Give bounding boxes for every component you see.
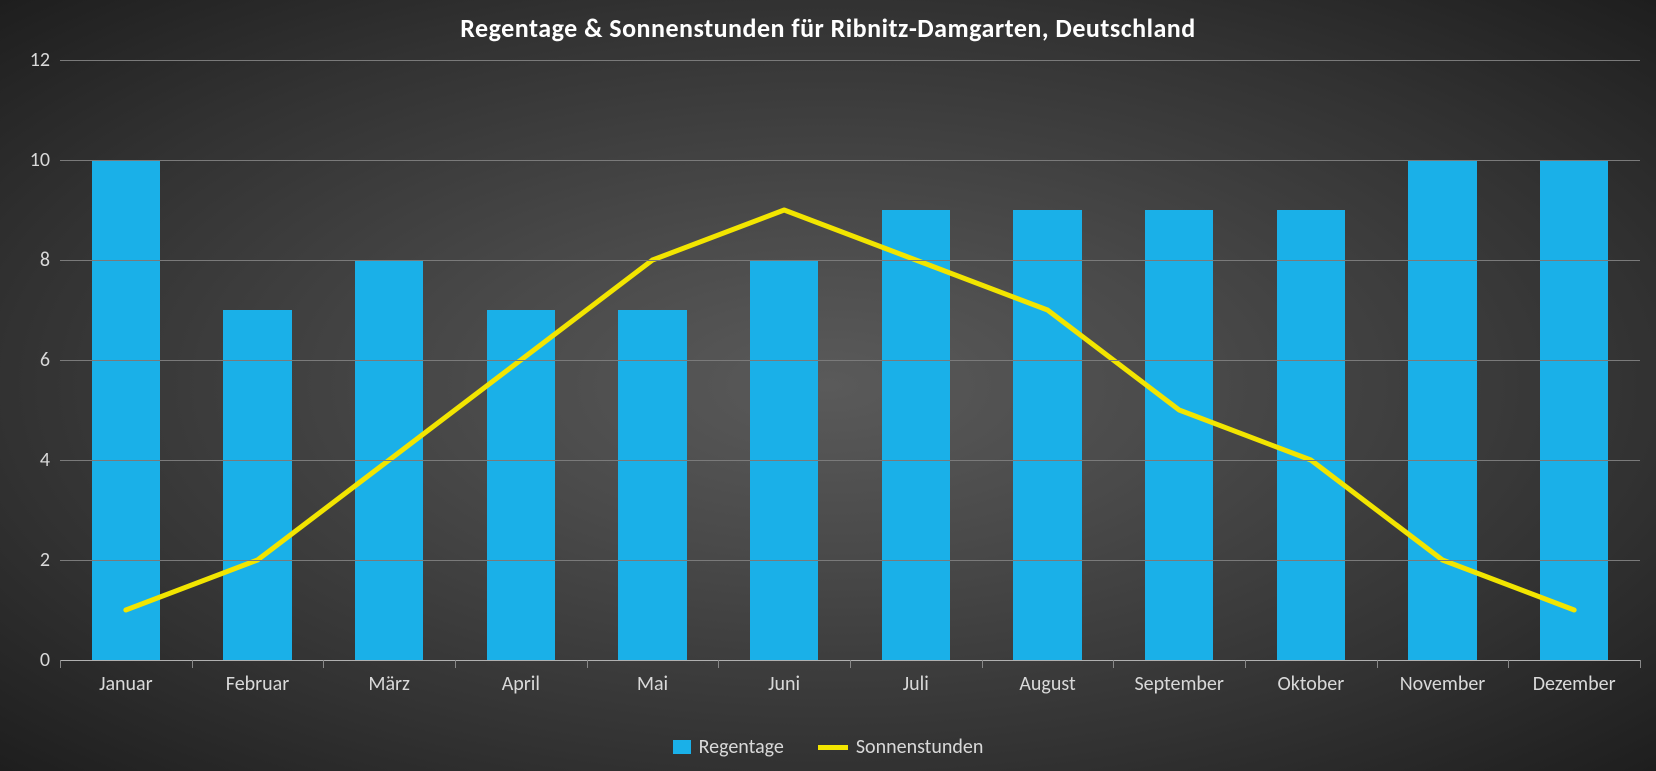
x-axis-label: September xyxy=(1134,672,1223,696)
gridline xyxy=(60,160,1640,161)
x-tick xyxy=(982,660,983,668)
gridline xyxy=(60,60,1640,61)
y-tick-label: 12 xyxy=(30,48,50,72)
gridline xyxy=(60,460,1640,461)
x-axis-label: April xyxy=(502,672,540,696)
x-axis-label: Juli xyxy=(903,672,929,696)
legend-label-bars: Regentage xyxy=(699,735,784,759)
x-axis-label: Januar xyxy=(99,672,153,696)
x-tick xyxy=(192,660,193,668)
x-tick xyxy=(1377,660,1378,668)
y-tick-label: 4 xyxy=(40,448,50,472)
plot-area: 024681012JanuarFebruarMärzAprilMaiJuniJu… xyxy=(60,60,1640,660)
y-tick-label: 10 xyxy=(30,148,50,172)
gridline xyxy=(60,360,1640,361)
x-tick xyxy=(587,660,588,668)
line-series xyxy=(126,210,1574,610)
legend-label-line: Sonnenstunden xyxy=(856,735,984,759)
x-axis-label: Oktober xyxy=(1277,672,1344,696)
y-tick-label: 2 xyxy=(40,548,50,572)
x-axis-label: Mai xyxy=(637,672,668,696)
gridline xyxy=(60,560,1640,561)
legend-item-bars: Regentage xyxy=(673,735,784,759)
x-axis-label: Juni xyxy=(768,672,800,696)
x-axis-label: November xyxy=(1400,672,1486,696)
x-tick xyxy=(455,660,456,668)
chart-title: Regentage & Sonnenstunden für Ribnitz-Da… xyxy=(0,12,1656,44)
legend: Regentage Sonnenstunden xyxy=(0,735,1656,759)
y-tick-label: 0 xyxy=(40,648,50,672)
x-tick xyxy=(850,660,851,668)
x-axis-label: Dezember xyxy=(1533,672,1616,696)
gridline xyxy=(60,260,1640,261)
x-tick xyxy=(1508,660,1509,668)
x-tick xyxy=(718,660,719,668)
x-axis-label: August xyxy=(1019,672,1075,696)
y-tick-label: 6 xyxy=(40,348,50,372)
x-tick xyxy=(1245,660,1246,668)
y-tick-label: 8 xyxy=(40,248,50,272)
x-tick xyxy=(1113,660,1114,668)
legend-swatch-line xyxy=(818,745,848,750)
legend-swatch-bar xyxy=(673,740,691,754)
x-tick xyxy=(60,660,61,668)
x-tick xyxy=(1640,660,1641,668)
legend-item-line: Sonnenstunden xyxy=(818,735,984,759)
x-tick xyxy=(323,660,324,668)
x-axis-label: März xyxy=(368,672,410,696)
chart-container: Regentage & Sonnenstunden für Ribnitz-Da… xyxy=(0,0,1656,771)
x-axis-label: Februar xyxy=(226,672,289,696)
